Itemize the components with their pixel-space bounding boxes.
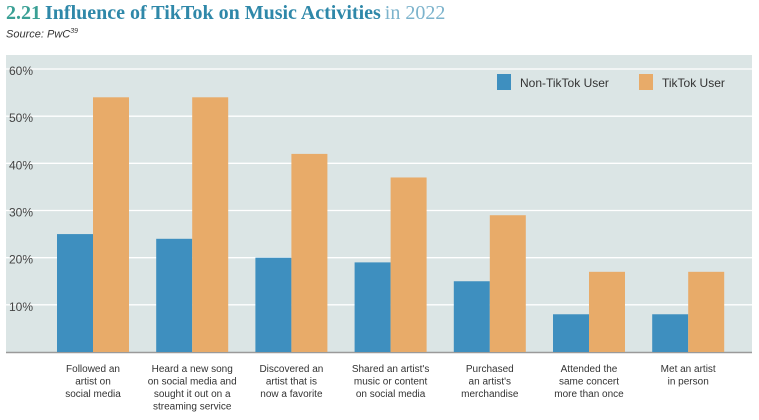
x-category-label-line: artist that is xyxy=(266,377,317,388)
x-category-label-line: an artist's xyxy=(469,377,511,388)
x-category-label-line: on social media xyxy=(356,389,426,400)
bar-non-tiktok xyxy=(255,257,292,352)
source-label: Source: xyxy=(6,28,44,41)
x-category-label-line: Met an artist xyxy=(661,364,716,375)
y-tick-label: 50% xyxy=(9,111,33,125)
bar-tiktok xyxy=(93,97,129,352)
x-category-label-line: Attended the xyxy=(561,364,618,375)
source-line: Source: PwC39 xyxy=(6,28,78,41)
figure-number: 2.21 xyxy=(6,2,41,24)
x-category-label: Purchased an artist's merchandise xyxy=(461,364,519,400)
bar-non-tiktok xyxy=(652,314,689,352)
x-category-label-line: social media xyxy=(65,389,121,400)
x-category-label: Discovered an artist that is now a favorit… xyxy=(259,364,323,400)
x-category-label-line: Heard a new song xyxy=(152,364,233,375)
x-category-label: Met an artist in person xyxy=(661,364,716,388)
source-name: PwC xyxy=(46,28,71,41)
legend-swatch-tiktok xyxy=(639,74,653,90)
bar-tiktok xyxy=(688,271,725,352)
x-category-label-line: more than once xyxy=(554,389,624,400)
bar-non-tiktok xyxy=(156,238,193,352)
x-category-label-line: streaming service xyxy=(153,402,232,413)
x-category-label-line: Followed an xyxy=(66,364,120,375)
x-category-label-line: music or content xyxy=(354,377,428,388)
y-tick-label: 30% xyxy=(9,206,33,220)
figure-title-row: 2.21 Influence of TikTok on Music Activi… xyxy=(6,2,445,25)
x-category-label: Shared an artist's music or content on soc… xyxy=(352,364,430,400)
x-category-label-line: sought it out on a xyxy=(154,389,231,400)
bar-tiktok xyxy=(589,271,625,352)
x-category-label: Followed an artist on social media xyxy=(65,364,121,400)
bar-non-tiktok xyxy=(57,234,93,352)
x-category-label-line: now a favorite xyxy=(260,389,323,400)
x-category-label: Attended the same concert more than once xyxy=(554,364,624,400)
legend-label-tiktok: TikTok User xyxy=(662,76,725,90)
bar-tiktok xyxy=(390,177,427,352)
x-category-label-line: on social media and xyxy=(148,377,237,388)
x-category-label-line: Discovered an xyxy=(259,364,323,375)
x-category-label-line: Shared an artist's xyxy=(352,364,430,375)
source-ref: 39 xyxy=(70,28,79,35)
y-tick-label: 40% xyxy=(9,158,33,172)
x-category-label-line: in person xyxy=(668,377,709,388)
x-category-label-line: merchandise xyxy=(461,389,519,400)
x-category-label-line: Purchased xyxy=(466,364,514,375)
bar-tiktok xyxy=(489,215,526,352)
bar-non-tiktok xyxy=(453,281,490,352)
bar-tiktok xyxy=(291,153,328,352)
legend-label-non-tiktok: Non-TikTok User xyxy=(520,76,609,90)
x-category-label-line: same concert xyxy=(559,377,619,388)
y-tick-label: 20% xyxy=(9,253,33,267)
bar-non-tiktok xyxy=(354,262,391,352)
x-category-label: Heard a new song on social media and sough… xyxy=(148,364,237,413)
bar-tiktok xyxy=(192,97,229,352)
figure-title: Influence of TikTok on Music Activities xyxy=(45,2,381,24)
y-tick-label: 60% xyxy=(9,64,33,78)
legend-swatch-non-tiktok xyxy=(497,74,511,90)
figure-year: in 2022 xyxy=(384,2,446,24)
y-tick-label: 10% xyxy=(9,300,33,314)
x-category-label-line: artist on xyxy=(75,377,111,388)
bar-non-tiktok xyxy=(553,314,589,352)
